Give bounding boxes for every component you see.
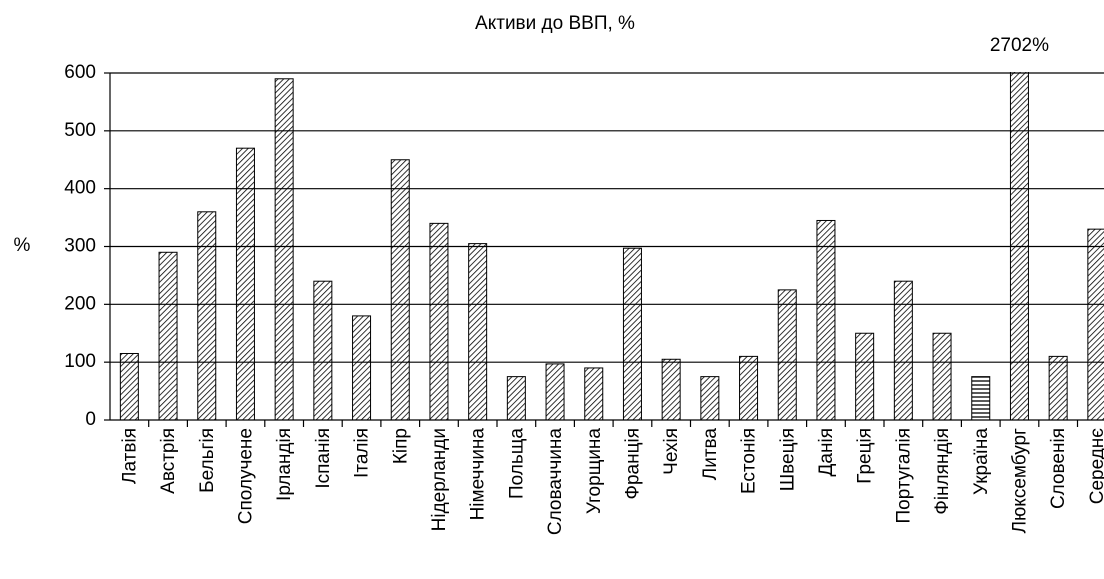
x-tick-label: Люксембург (1009, 428, 1030, 533)
x-tick-label: Латвія (119, 428, 140, 484)
bar (197, 211, 217, 421)
x-tick-label: Чехія (661, 428, 682, 475)
x-tick-label: Угорщина (584, 428, 605, 515)
value-label: 2702% (990, 35, 1049, 56)
x-tick-label: Польща (506, 428, 527, 499)
chart-title: Активи до ВВП, % (475, 13, 635, 34)
bar (1009, 72, 1029, 421)
x-tick-label: Фінляндія (932, 428, 953, 515)
bar (158, 251, 178, 421)
x-tick-label: Словенія (1048, 428, 1069, 509)
bar (816, 219, 836, 421)
x-tick-label: Італія (352, 428, 373, 478)
x-tick-label: Бельгія (197, 428, 218, 493)
bar (506, 376, 526, 421)
plot-area (119, 72, 1104, 421)
bar (1048, 355, 1068, 421)
bar (855, 332, 875, 421)
bar (932, 332, 952, 421)
x-tick-label: Іспанія (313, 428, 334, 489)
bar (1087, 228, 1104, 421)
x-tick-label: Німеччина (468, 428, 489, 521)
y-tick-label: 600 (64, 62, 96, 83)
y-tick-label: 300 (64, 236, 96, 257)
bar (468, 243, 488, 421)
y-tick-label: 400 (64, 178, 96, 199)
bar (661, 358, 681, 421)
x-tick-label: Франція (622, 428, 643, 499)
y-axis-label: % (14, 235, 31, 256)
x-tick-label: Швеція (777, 428, 798, 491)
y-tick-label: 100 (64, 351, 96, 372)
y-tick-label: 500 (64, 120, 96, 141)
x-tick-label: Литва (700, 428, 721, 481)
bar (971, 376, 991, 421)
x-tick-label: Греція (855, 428, 876, 484)
x-tick-label: Данія (816, 428, 837, 476)
x-tick-label: Португалія (893, 428, 914, 523)
bar (622, 247, 642, 421)
x-tick-label: Ірландія (274, 428, 295, 501)
bar (739, 355, 759, 421)
bar (390, 159, 410, 421)
bar (545, 363, 565, 421)
x-tick-label: Сполучене (235, 428, 256, 524)
x-tick-label: Естонія (739, 428, 760, 494)
bar (313, 280, 333, 421)
bar (119, 352, 139, 421)
x-tick-label: Нідерланди (429, 428, 450, 531)
bar (777, 289, 797, 421)
bar (584, 367, 604, 421)
bar (429, 222, 449, 421)
bar (274, 78, 294, 421)
bar (893, 280, 913, 421)
x-tick-label: Україна (971, 428, 992, 495)
y-tick-label: 0 (85, 409, 96, 430)
y-tick-label: 200 (64, 293, 96, 314)
bar (700, 376, 720, 421)
bar (352, 315, 372, 421)
x-tick-label: Австрія (158, 428, 179, 494)
x-tick-label: Середнє (1087, 428, 1104, 505)
x-tick-label: Кіпр (390, 428, 411, 464)
x-tick-label: Словаччина (545, 428, 566, 536)
